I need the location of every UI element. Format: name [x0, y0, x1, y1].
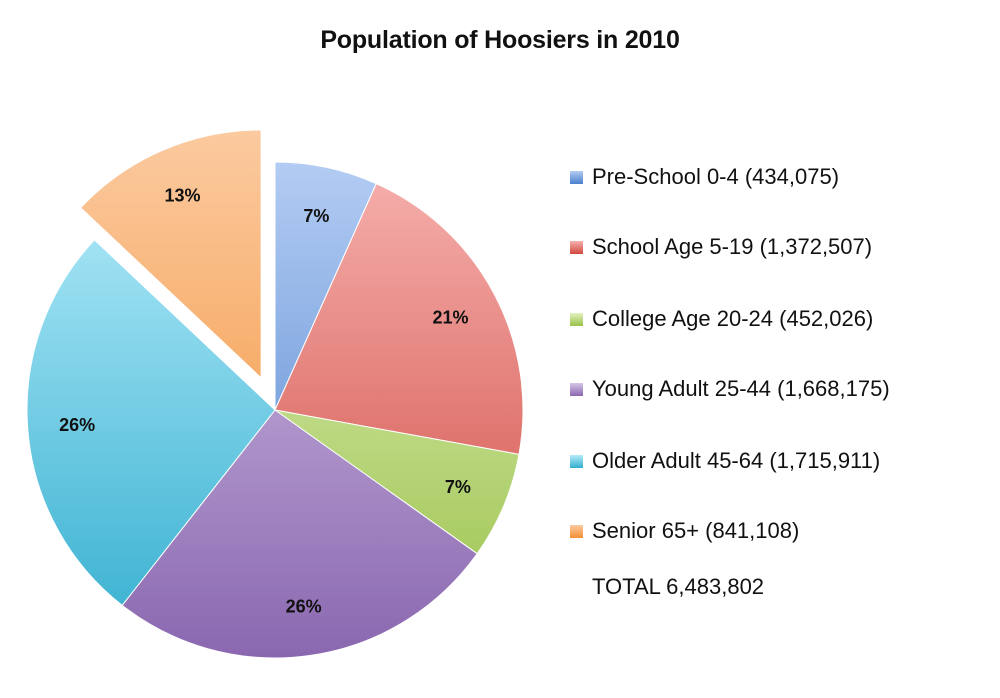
legend-swatch [570, 171, 583, 184]
legend-label: Senior 65+ (841,108) [592, 518, 800, 543]
slice-percent-label: 7% [445, 477, 471, 497]
chart-title: Population of Hoosiers in 2010 [320, 26, 680, 54]
pie-slice [26, 239, 276, 607]
legend-swatch [570, 313, 583, 326]
slice-percent-label: 7% [303, 206, 329, 226]
pie-labels: 7% 21% 7% 26% 26% 13% [59, 186, 471, 617]
pie-slice [274, 182, 524, 455]
pie-slices [26, 129, 524, 659]
legend-label: Young Adult 25-44 (1,668,175) [592, 376, 890, 401]
pie-slice [121, 409, 478, 659]
slice-percent-label: 21% [432, 307, 468, 327]
slice-percent-label: 26% [286, 596, 322, 616]
pie-slice [274, 409, 520, 555]
legend-label: School Age 5-19 (1,372,507) [592, 234, 873, 259]
legend-total: TOTAL 6,483,802 [592, 574, 765, 599]
legend-label: Older Adult 45-64 (1,715,911) [592, 448, 881, 473]
legend-swatch [570, 455, 583, 468]
legend-label: Pre-School 0-4 (434,075) [592, 164, 840, 189]
pie-slice [79, 129, 262, 380]
slice-percent-label: 26% [59, 415, 95, 435]
legend-swatch [570, 383, 583, 396]
legend-swatch [570, 241, 583, 254]
slice-percent-label: 13% [164, 186, 200, 206]
legend-label: College Age 20-24 (452,026) [592, 306, 874, 331]
legend-swatch [570, 525, 583, 538]
